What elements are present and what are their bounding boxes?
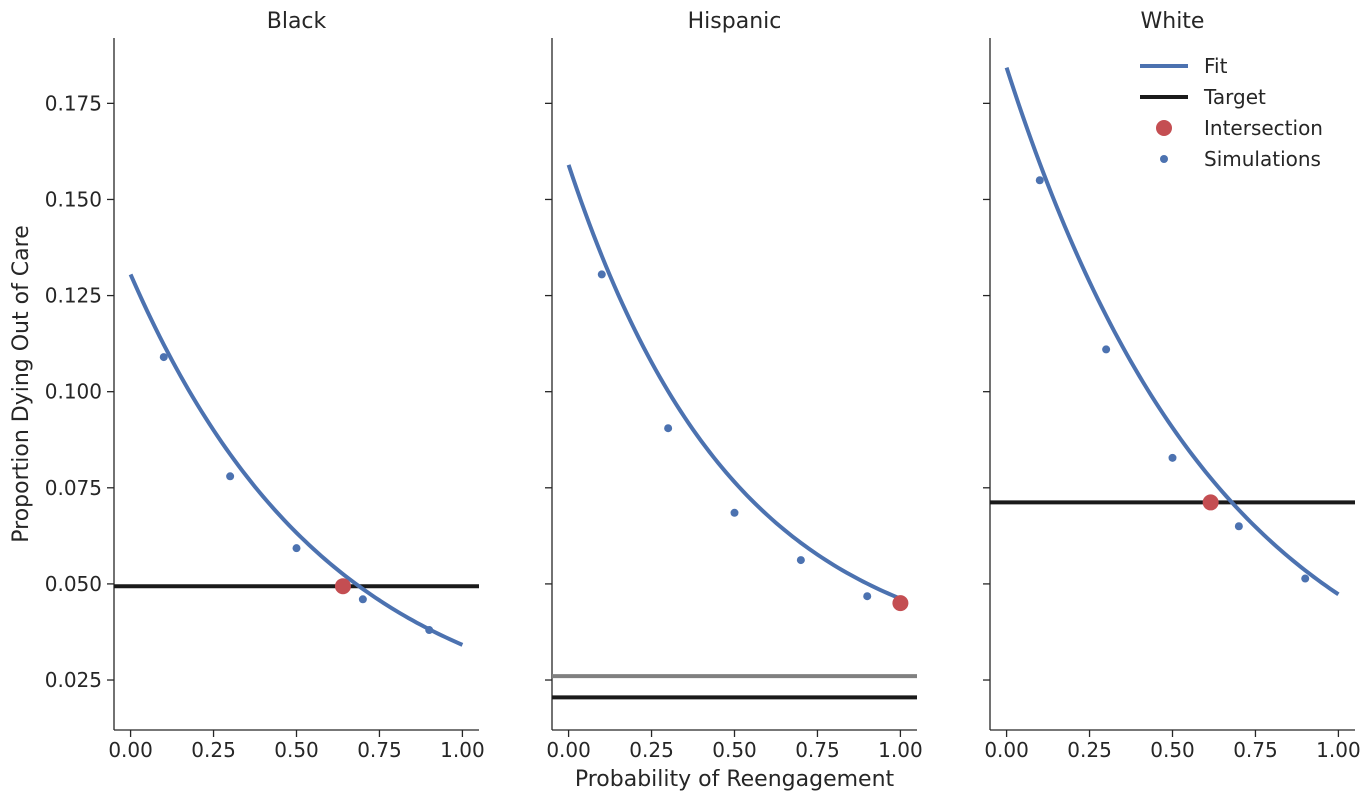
x-tick-label: 0.75 [795, 738, 840, 762]
y-tick-label: 0.050 [45, 572, 102, 596]
x-tick-label: 0.25 [629, 738, 674, 762]
simulation-point [292, 544, 301, 553]
simulation-point [730, 508, 739, 517]
chart-panels: Black 0.025 0.050 0.075 0.100 0.125 0.150 0.175… [45, 9, 1361, 762]
x-tick-label: 0.75 [1233, 738, 1278, 762]
intersection-point [334, 578, 351, 595]
x-tick-label: 1.00 [1316, 738, 1361, 762]
legend-item: Target [1140, 85, 1266, 109]
simulation-point [863, 592, 872, 601]
fit-curve [1004, 66, 1340, 596]
y-tick-label: 0.125 [45, 284, 102, 308]
intersection-point [1202, 494, 1219, 511]
x-tick-label: 0.25 [191, 738, 236, 762]
panel-black: Black 0.025 0.050 0.075 0.100 0.125 0.150 0.175… [45, 9, 485, 762]
x-tick-label: 0.00 [108, 738, 153, 762]
simulation-point [226, 472, 235, 481]
simulation-point [425, 626, 434, 635]
simulation-point [597, 270, 606, 279]
x-tick-label: 0.50 [712, 738, 757, 762]
y-tick-label: 0.100 [45, 380, 102, 404]
simulation-point [796, 556, 805, 565]
x-tick-label: 0.25 [1067, 738, 1112, 762]
legend-item: Intersection [1156, 116, 1323, 140]
panel-title: White [1141, 9, 1205, 34]
panel-hispanic: Hispanic 0.00 0.25 0.50 0.75 1.00 [545, 9, 923, 762]
legend-label: Intersection [1204, 116, 1323, 140]
legend-label: Target [1203, 85, 1266, 109]
legend: Fit Target Intersection Simulations [1140, 54, 1323, 171]
y-tick-label: 0.175 [45, 91, 102, 115]
simulation-point [358, 595, 367, 604]
legend-item: Simulations [1160, 147, 1321, 171]
legend-item: Fit [1140, 54, 1228, 78]
legend-label: Simulations [1204, 147, 1321, 171]
panel-white: White 0.00 0.25 0.50 0.75 1.00 [983, 9, 1361, 762]
legend-label: Fit [1204, 54, 1228, 78]
fit-curve [566, 164, 902, 601]
x-axis-label: Probability of Reengagement [575, 767, 895, 792]
panel-title: Hispanic [688, 9, 782, 34]
panel-title: Black [267, 9, 327, 34]
x-tick-label: 0.50 [1150, 738, 1195, 762]
simulation-point [159, 353, 168, 362]
y-tick-label: 0.150 [45, 187, 102, 211]
y-tick-label: 0.075 [45, 476, 102, 500]
simulation-point [664, 424, 673, 433]
simulation-point [1301, 574, 1310, 583]
simulation-point [1168, 453, 1177, 462]
simulation-point [1035, 176, 1044, 185]
x-tick-label: 1.00 [440, 738, 485, 762]
intersection-point [892, 595, 909, 612]
legend-swatch [1156, 120, 1172, 136]
y-tick-label: 0.025 [45, 668, 102, 692]
legend-swatch [1160, 155, 1168, 163]
simulation-point [1102, 345, 1111, 354]
simulation-point [1234, 522, 1243, 531]
x-tick-label: 0.75 [357, 738, 402, 762]
x-tick-label: 0.50 [274, 738, 319, 762]
x-tick-label: 0.00 [546, 738, 591, 762]
x-tick-label: 0.00 [984, 738, 1029, 762]
y-axis-label: Proportion Dying Out of Care [9, 225, 34, 543]
fit-curve [128, 273, 464, 647]
x-tick-label: 1.00 [878, 738, 923, 762]
